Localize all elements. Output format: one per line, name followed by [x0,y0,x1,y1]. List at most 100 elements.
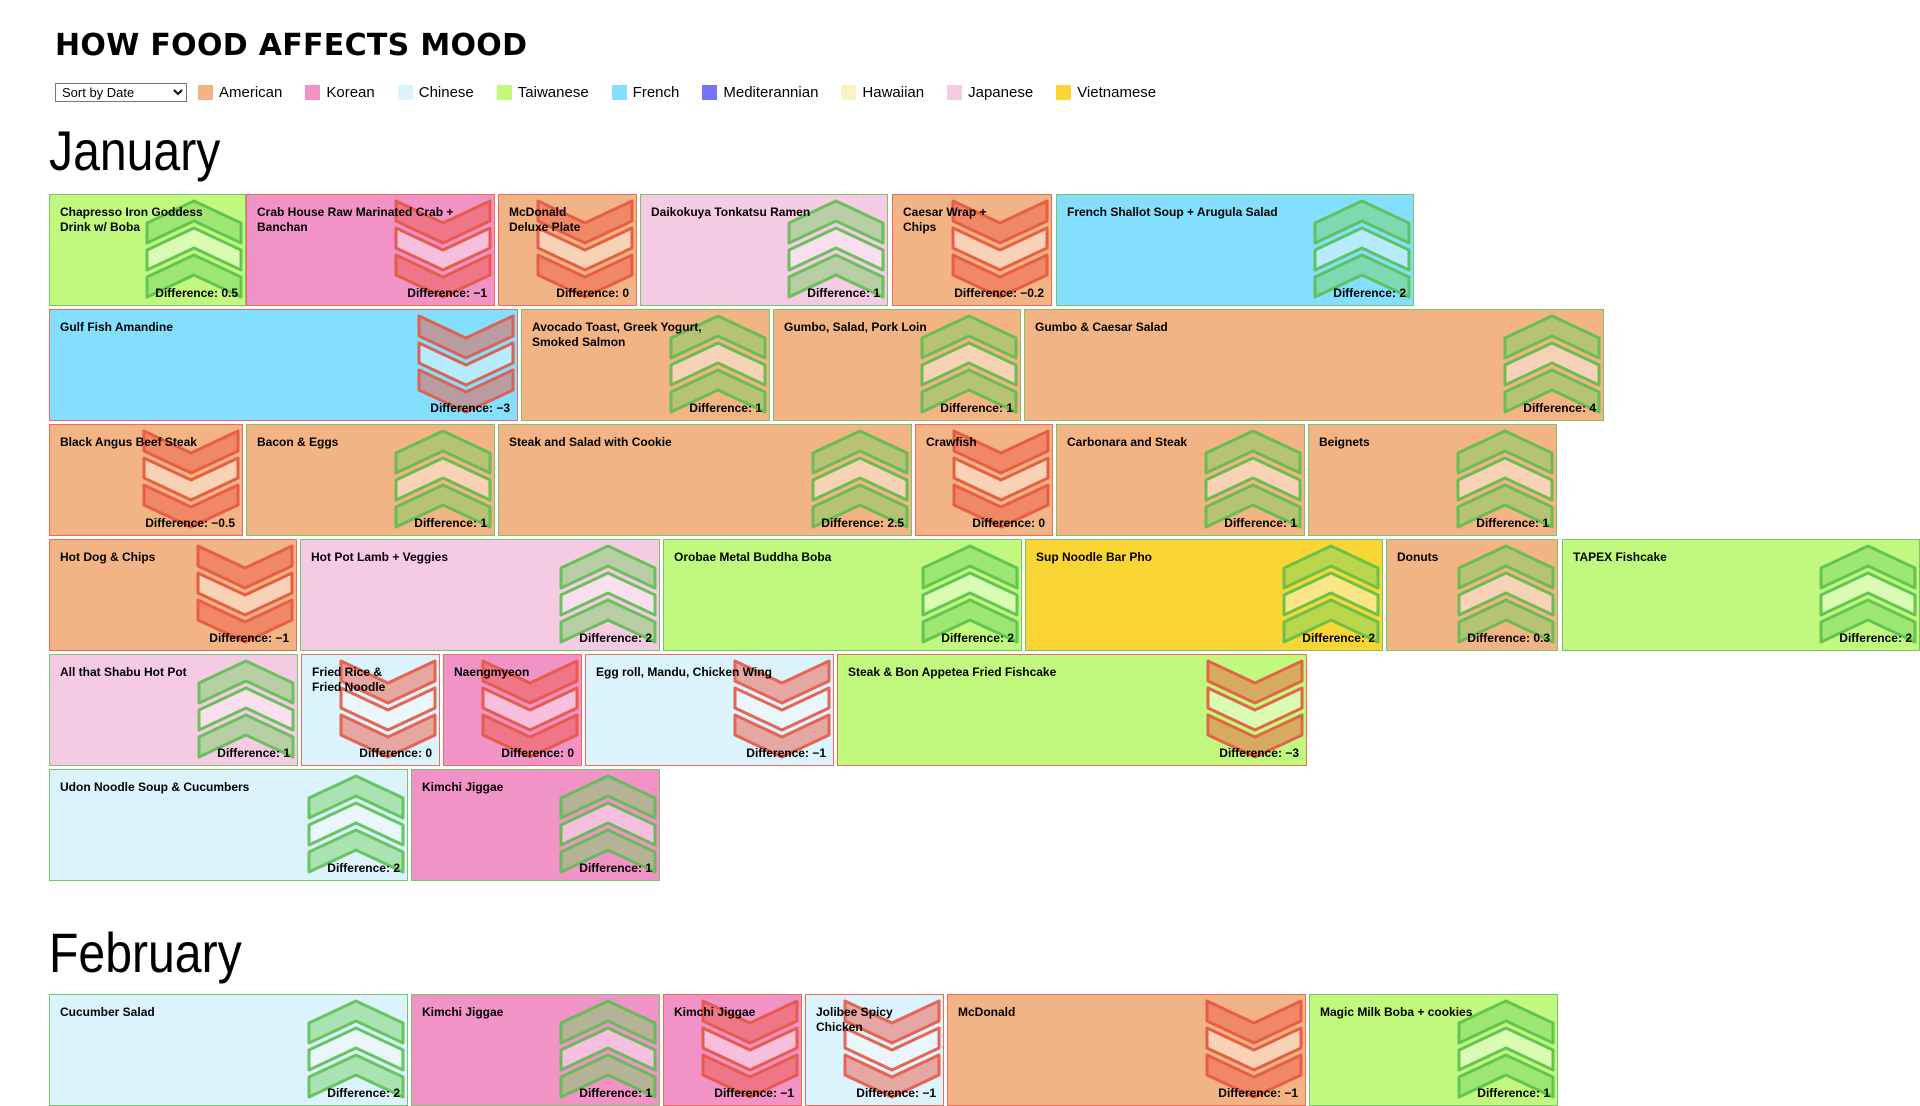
food-card[interactable]: Donuts Difference: 0.3 [1386,539,1558,651]
difference-label: Difference: [1523,401,1586,415]
food-card-difference: Difference: 1 [1477,1086,1550,1100]
food-card[interactable]: Gulf Fish Amandine Difference: −3 [49,309,518,421]
food-card-name: All that Shabu Hot Pot [60,665,187,679]
mood-down-chevron-icon [951,199,1049,299]
food-card[interactable]: McDonald Deluxe Plate Difference: 0 [498,194,637,306]
food-card-difference: Difference: −1 [746,746,826,760]
difference-label: Difference: [1302,631,1365,645]
food-card-difference: Difference: 2.5 [821,516,904,530]
mood-down-chevron-icon [394,199,492,299]
difference-label: Difference: [954,286,1017,300]
difference-label: Difference: [821,516,884,530]
sort-select[interactable]: Sort by Date [55,82,187,102]
food-card[interactable]: Kimchi Jiggae Difference: 1 [411,994,660,1106]
mood-down-chevron-icon [536,199,634,299]
legend-item-vietnamese: Vietnamese [1056,84,1156,101]
food-card[interactable]: Fried Rice & Fried Noodle Difference: 0 [301,654,440,766]
food-card-difference: Difference: 2 [941,631,1014,645]
food-card[interactable]: French Shallot Soup + Arugula Salad Diffe… [1056,194,1414,306]
food-card[interactable]: Steak and Salad with Cookie Difference: 2… [498,424,912,536]
difference-label: Difference: [579,631,642,645]
difference-value: −1 [473,286,487,300]
difference-value: 1 [645,1086,652,1100]
food-card[interactable]: Black Angus Beef Steak Difference: −0.5 [49,424,243,536]
food-card[interactable]: Jolibee Spicy Chicken Difference: −1 [805,994,944,1106]
legend-label: Mediterannian [723,83,819,101]
food-card[interactable]: Egg roll, Mandu, Chicken Wing Difference:… [585,654,834,766]
mood-down-chevron-icon [339,659,437,759]
food-card-name: Gumbo & Caesar Salad [1035,320,1168,334]
legend-swatch [397,84,413,100]
food-card-difference: Difference: −0.2 [954,286,1044,300]
food-card[interactable]: Hot Dog & Chips Difference: −1 [49,539,297,651]
mood-up-chevron-icon [307,774,405,874]
food-card[interactable]: Carbonara and Steak Difference: 1 [1056,424,1305,536]
food-card-name: Chapresso Iron Goddess Drink w/ Boba [60,205,203,234]
food-card-difference: Difference: 0 [972,516,1045,530]
food-card-name: Udon Noodle Soup & Cucumbers [60,780,250,794]
food-card[interactable]: Crab House Raw Marinated Crab + Banchan D… [246,194,495,306]
food-card-difference: Difference: −3 [430,401,510,415]
month-title-january: January [49,119,221,182]
mood-up-chevron-icon [1313,199,1411,299]
mood-up-chevron-icon [559,999,657,1099]
difference-value: 0 [425,746,432,760]
food-card[interactable]: Daikokuya Tonkatsu Ramen Difference: 1 [640,194,888,306]
food-card[interactable]: Naengmyeon Difference: 0 [443,654,582,766]
food-card[interactable]: Cucumber Salad Difference: 2 [49,994,408,1106]
legend-item-taiwanese: Taiwanese [496,84,589,101]
food-card-difference: Difference: 2 [327,1086,400,1100]
food-card[interactable]: Gumbo, Salad, Pork Loin Difference: 1 [773,309,1021,421]
food-card[interactable]: Steak & Bon Appetea Fried Fishcake Differ… [837,654,1307,766]
difference-value: 2 [1007,631,1014,645]
difference-value: 0 [622,286,629,300]
food-card[interactable]: McDonald Difference: −1 [947,994,1306,1106]
food-card[interactable]: Crawfish Difference: 0 [915,424,1053,536]
mood-down-chevron-icon [417,314,515,414]
difference-value: 2 [1905,631,1912,645]
difference-value: −3 [1285,746,1299,760]
food-card[interactable]: Avocado Toast, Greek Yogurt, Smoked Salm… [521,309,770,421]
difference-label: Difference: [579,1086,642,1100]
cuisine-legend: American Korean Chinese Taiwanese French Medi… [198,84,1179,101]
food-card[interactable]: All that Shabu Hot Pot Difference: 1 [49,654,298,766]
difference-label: Difference: [856,1086,919,1100]
food-card[interactable]: Udon Noodle Soup & Cucumbers Difference: … [49,769,408,881]
food-card[interactable]: Hot Pot Lamb + Veggies Difference: 2 [300,539,660,651]
legend-item-japanese: Japanese [947,84,1033,101]
food-card-name: Kimchi Jiggae [422,780,504,794]
difference-label: Difference: [1333,286,1396,300]
difference-value: 0 [567,746,574,760]
mood-up-chevron-icon [669,314,767,414]
mood-up-chevron-icon [394,429,492,529]
food-card[interactable]: Beignets Difference: 1 [1308,424,1557,536]
food-card-difference: Difference: 1 [579,1086,652,1100]
food-card[interactable]: Sup Noodle Bar Pho Difference: 2 [1025,539,1383,651]
food-card[interactable]: Orobae Metal Buddha Boba Difference: 2 [663,539,1022,651]
difference-label: Difference: [414,516,477,530]
food-card-difference: Difference: −1 [209,631,289,645]
mood-up-chevron-icon [920,314,1018,414]
food-card[interactable]: Gumbo & Caesar Salad Difference: 4 [1024,309,1604,421]
food-card-difference: Difference: 2 [579,631,652,645]
food-card-difference: Difference: 1 [217,746,290,760]
food-card[interactable]: Kimchi Jiggae Difference: −1 [663,994,802,1106]
difference-label: Difference: [1224,516,1287,530]
difference-label: Difference: [1477,1086,1540,1100]
mood-up-chevron-icon [1457,544,1555,644]
food-card[interactable]: Caesar Wrap + Chips Difference: −0.2 [892,194,1052,306]
food-card[interactable]: Bacon & Eggs Difference: 1 [246,424,495,536]
food-card-name: Magic Milk Boba + cookies [1320,1005,1473,1019]
difference-label: Difference: [689,401,752,415]
food-card-difference: Difference: 2 [1302,631,1375,645]
difference-label: Difference: [501,746,564,760]
legend-swatch [841,84,857,100]
food-card-name: Steak & Bon Appetea Fried Fishcake [848,665,1057,679]
food-card[interactable]: TAPEX Fishcake Difference: 2 [1562,539,1920,651]
food-card-difference: Difference: −1 [714,1086,794,1100]
food-card[interactable]: Chapresso Iron Goddess Drink w/ Boba Diff… [49,194,246,306]
food-card[interactable]: Kimchi Jiggae Difference: 1 [411,769,660,881]
legend-item-mediterannian: Mediterannian [702,84,818,101]
food-card-difference: Difference: −1 [856,1086,936,1100]
food-card[interactable]: Magic Milk Boba + cookies Difference: 1 [1309,994,1558,1106]
